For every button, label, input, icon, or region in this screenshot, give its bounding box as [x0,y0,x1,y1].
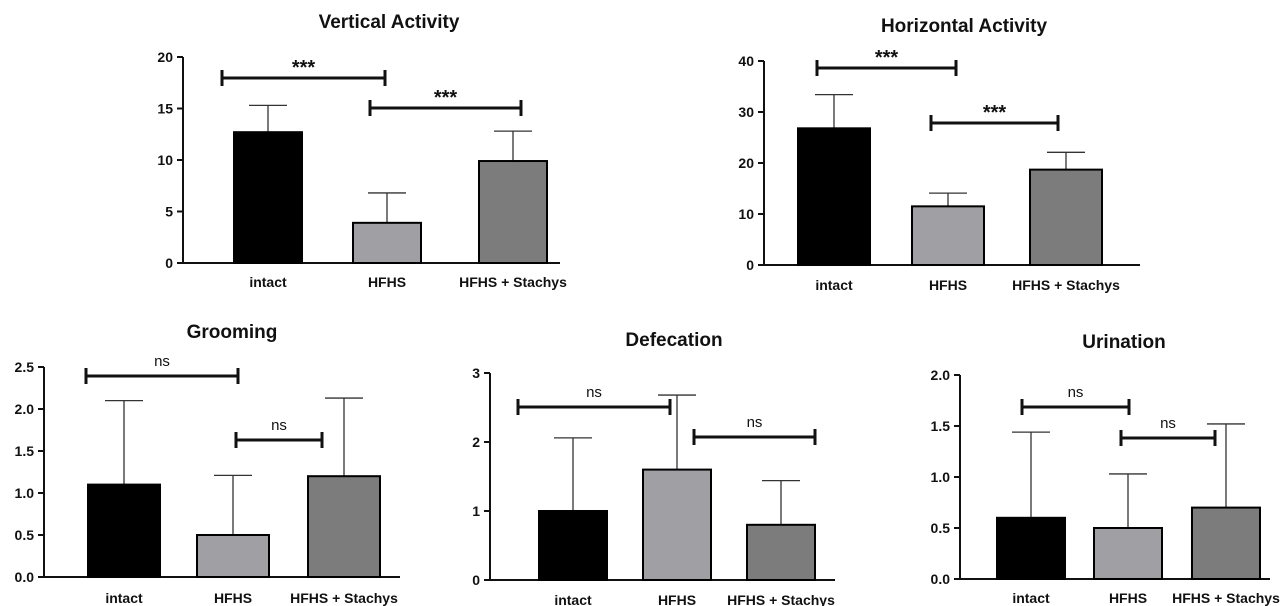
significance-label: *** [292,57,316,79]
y-tick-label: 15 [157,101,173,117]
chart-title: Defecation [625,330,722,351]
x-category-label: HFHS [658,592,696,606]
x-category-label: intact [554,592,592,606]
x-category-label: HFHS + Stachys [1172,590,1280,606]
chart-panel: Urination 0.0 0.5 1.0 1.5 2.0 intact HFHS HFHS +… [931,332,1281,606]
significance-label: ns [1160,415,1176,432]
y-tick-label: 1.5 [15,443,35,459]
bar [746,523,816,581]
chart-title: Grooming [187,322,278,343]
bar [642,468,712,582]
x-category-label: intact [1012,590,1050,606]
chart-title: Horizontal Activity [881,16,1048,37]
y-tick-label: 3 [472,365,480,381]
bar [1029,168,1103,267]
bar [797,127,871,266]
chart-panel: Vertical Activity 0 5 10 15 20 intact HFHS HFHS … [157,12,567,290]
x-category-label: HFHS + Stachys [290,590,398,606]
x-category-label: HFHS + Stachys [459,274,567,290]
bar [87,483,161,579]
y-tick-label: 2.0 [15,401,35,417]
x-category-label: HFHS [929,277,967,293]
y-tick-label: 5 [165,204,173,220]
y-tick-label: 0 [472,572,480,588]
significance-label: *** [875,47,899,69]
x-category-label: HFHS [1109,590,1147,606]
significance-label: ns [747,414,763,431]
significance-label: ns [154,353,170,370]
significance-label: *** [983,102,1007,124]
y-tick-label: 10 [738,206,754,222]
y-tick-label: 40 [738,53,754,69]
y-tick-label: 2.0 [931,367,951,383]
y-tick-label: 0.0 [15,569,35,585]
significance-label: *** [434,87,458,109]
bar [911,205,985,267]
bar [538,510,608,581]
y-tick-label: 2 [472,434,480,450]
x-category-label: HFHS + Stachys [727,592,835,606]
y-tick-label: 1.5 [931,418,951,434]
significance-label: ns [271,417,287,434]
x-category-label: HFHS [214,590,252,606]
bar [1093,527,1163,580]
bar [196,534,270,578]
y-tick-label: 0 [165,255,173,271]
x-category-label: HFHS + Stachys [1012,277,1120,293]
x-category-label: HFHS [368,274,406,290]
bar [478,160,548,264]
y-tick-label: 20 [157,49,173,65]
y-tick-label: 2.5 [15,359,35,375]
y-tick-label: 20 [738,155,754,171]
x-category-label: intact [105,590,143,606]
chart-panel: Horizontal Activity 0 10 20 30 40 intact HFHS HF… [738,16,1140,293]
bar [233,131,303,264]
y-tick-label: 1.0 [15,485,35,501]
chart-title: Urination [1082,332,1165,353]
y-tick-label: 0.5 [15,527,35,543]
y-tick-label: 10 [157,152,173,168]
y-tick-label: 1.0 [931,469,951,485]
significance-label: ns [586,384,602,401]
y-tick-label: 0.5 [931,520,951,536]
bar [996,516,1066,580]
chart-panel: Defecation 0 1 2 3 intact HFHS HFHS + Stachys ns… [472,330,835,606]
bar [307,475,381,579]
x-category-label: intact [249,274,287,290]
bar [1191,506,1261,581]
x-category-label: intact [815,277,853,293]
chart-title: Vertical Activity [319,12,460,33]
y-tick-label: 0 [746,257,754,273]
bar [352,221,422,264]
chart-panel: Grooming 0.0 0.5 1.0 1.5 2.0 2.5 intact HFHS HFHS… [15,322,400,606]
y-tick-label: 1 [472,503,480,519]
y-tick-label: 30 [738,104,754,120]
y-tick-label: 0.0 [931,571,951,587]
significance-label: ns [1068,384,1084,401]
